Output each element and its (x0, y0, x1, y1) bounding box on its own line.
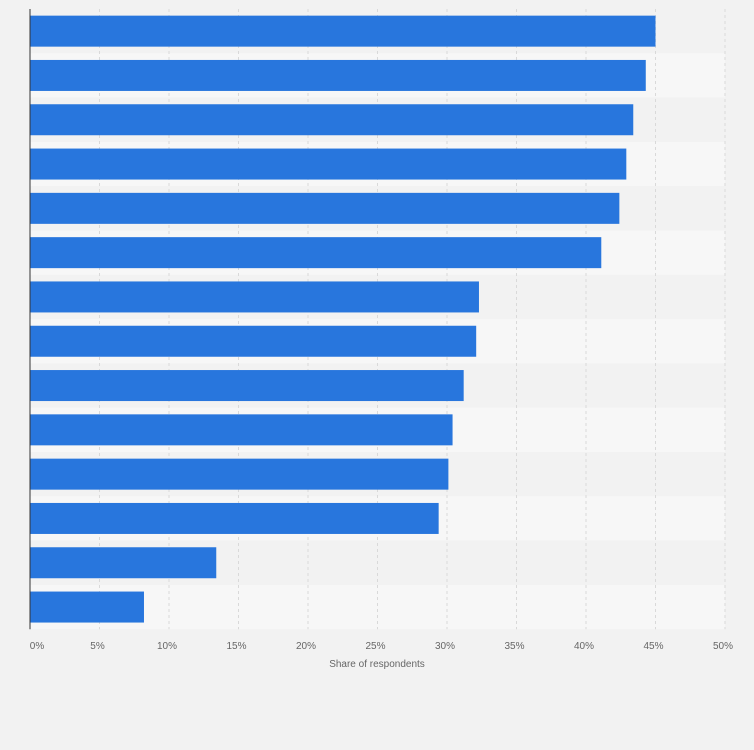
x-axis-ticks: 0% 5% 10% 15% 20% 25% 30% 35% 40% 45% 50% (30, 641, 733, 652)
bar (30, 325, 477, 357)
x-tick-label: 15% (226, 641, 246, 652)
x-tick-label: 35% (504, 641, 524, 652)
x-tick-label: 40% (574, 641, 594, 652)
bar (30, 458, 449, 490)
x-tick-label: 20% (296, 641, 316, 652)
bar (30, 502, 439, 534)
x-tick-label: 45% (643, 641, 663, 652)
row-bands (30, 9, 725, 630)
x-tick-label: 10% (157, 641, 177, 652)
x-tick-label: 30% (435, 641, 455, 652)
bar (30, 281, 479, 313)
bar (30, 15, 656, 47)
x-tick-label: 0% (30, 641, 45, 652)
bar (30, 192, 620, 224)
bar (30, 104, 634, 136)
bar (30, 237, 602, 269)
x-tick-label: 50% (713, 641, 733, 652)
x-axis-title: Share of respondents (329, 659, 425, 670)
x-tick-label: 25% (365, 641, 385, 652)
x-tick-label: 5% (90, 641, 105, 652)
bars (30, 15, 656, 623)
bar (30, 547, 217, 579)
bar (30, 148, 627, 180)
bar (30, 370, 464, 402)
bar (30, 59, 646, 91)
bar (30, 414, 453, 446)
bar (30, 591, 144, 623)
